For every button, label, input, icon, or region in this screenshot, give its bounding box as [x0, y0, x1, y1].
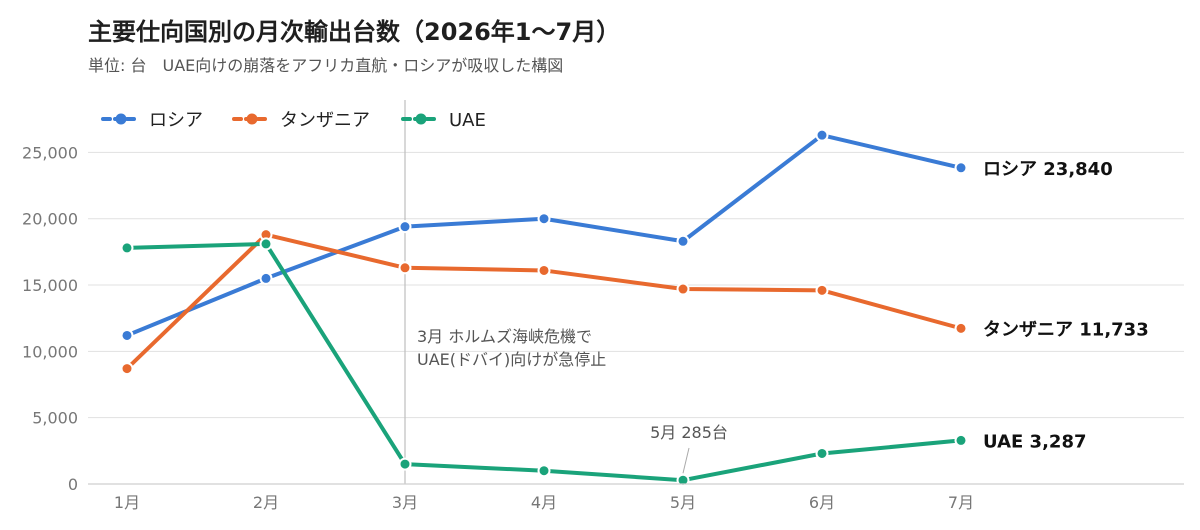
annotation-text: UAE(ドバイ)向けが急停止 — [417, 350, 606, 369]
data-point — [398, 457, 412, 471]
x-tick-label: 4月 — [531, 493, 557, 512]
legend-marker — [415, 113, 427, 125]
legend: ロシア タンザニア UAE — [101, 110, 486, 131]
chart-title: 主要仕向国別の月次輸出台数（2026年1〜7月） — [88, 18, 621, 46]
data-point — [676, 473, 690, 487]
end-label-group: ロシア 23,840 タンザニア 11,733 UAE 3,287 — [983, 159, 1149, 453]
y-tick-label: 15,000 — [22, 276, 78, 295]
data-point — [815, 128, 829, 142]
grid-lines — [88, 151, 1184, 419]
data-point — [120, 328, 134, 342]
end-label: タンザニア 11,733 — [983, 319, 1149, 340]
chart-subtitle: 単位: 台 UAE向けの崩落をアフリカ直航・ロシアが吸収した構図 — [88, 56, 564, 75]
y-tick-label: 10,000 — [22, 342, 78, 361]
series-line-タンザニア — [125, 232, 963, 371]
annotation-text: 3月 ホルムズ海峡危機で — [417, 327, 592, 346]
data-point — [954, 433, 968, 447]
end-label: UAE 3,287 — [983, 431, 1087, 452]
x-tick-label: 5月 — [670, 493, 696, 512]
x-tick-label: 2月 — [253, 493, 279, 512]
data-point — [537, 212, 551, 226]
end-label: ロシア 23,840 — [983, 159, 1113, 180]
y-tick-label: 0 — [68, 475, 78, 494]
legend-label: タンザニア — [280, 110, 370, 131]
data-point — [954, 321, 968, 335]
x-tick-label: 6月 — [809, 493, 835, 512]
data-point — [954, 161, 968, 175]
data-point — [676, 234, 690, 248]
data-point — [815, 446, 829, 460]
legend-marker — [115, 113, 127, 125]
legend-marker — [246, 113, 258, 125]
data-point — [120, 241, 134, 255]
data-point — [259, 237, 273, 251]
legend-label: UAE — [449, 110, 486, 131]
series-group — [120, 128, 968, 487]
y-tick-label: 25,000 — [22, 143, 78, 162]
data-point — [398, 220, 412, 234]
annotation-group: 3月 ホルムズ海峡危機で UAE(ドバイ)向けが急停止 5月 285台 — [417, 327, 728, 474]
x-tick-label: 7月 — [948, 493, 974, 512]
data-point — [398, 261, 412, 275]
x-tick-label: 1月 — [114, 493, 140, 512]
legend-label: ロシア — [149, 110, 203, 131]
data-point — [676, 282, 690, 296]
data-point — [120, 362, 134, 376]
annotation-leader-line — [682, 447, 690, 474]
y-tick-label: 5,000 — [32, 409, 78, 428]
axis-group: 0 5,000 10,000 15,000 20,000 25,000 1月 2月 3月 4月 5月… — [22, 143, 1184, 512]
series-line-ロシア — [125, 133, 963, 338]
data-point — [815, 283, 829, 297]
x-tick-label: 3月 — [392, 493, 418, 512]
y-tick-label: 20,000 — [22, 210, 78, 229]
data-point — [537, 464, 551, 478]
annotation-text: 5月 285台 — [650, 423, 728, 442]
data-point — [537, 263, 551, 277]
data-point — [259, 271, 273, 285]
